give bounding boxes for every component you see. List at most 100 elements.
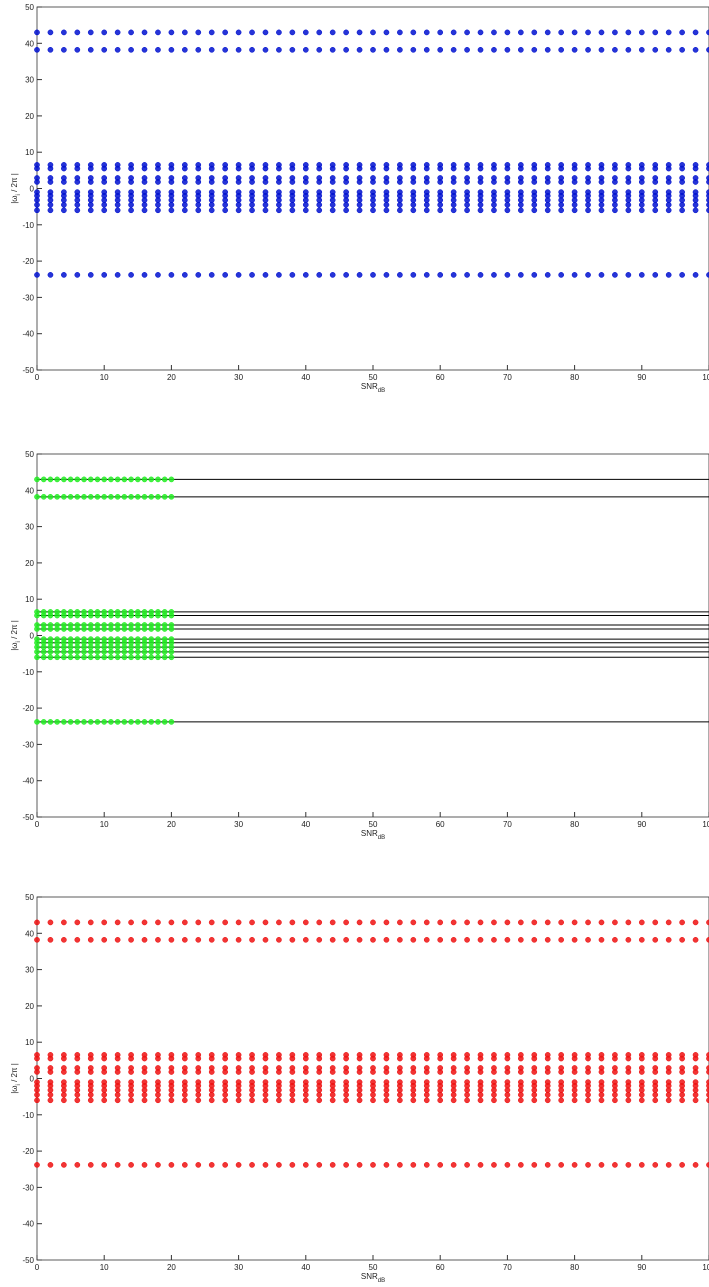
point bbox=[302, 919, 309, 926]
point bbox=[168, 654, 175, 661]
x-tick-label: 0 bbox=[35, 1263, 40, 1272]
point bbox=[222, 1055, 229, 1062]
point bbox=[141, 626, 148, 632]
point bbox=[370, 29, 376, 36]
point bbox=[222, 207, 229, 214]
point bbox=[316, 919, 323, 926]
point bbox=[517, 272, 524, 278]
point bbox=[517, 919, 524, 926]
x-label-text: SNR bbox=[361, 382, 378, 391]
point bbox=[34, 1055, 40, 1062]
point bbox=[316, 936, 323, 943]
point bbox=[195, 29, 202, 36]
point bbox=[181, 1055, 188, 1062]
point bbox=[652, 207, 659, 214]
point bbox=[383, 207, 390, 214]
point bbox=[706, 936, 709, 943]
point bbox=[61, 1087, 67, 1093]
point bbox=[625, 1097, 632, 1104]
point bbox=[134, 719, 141, 725]
point bbox=[208, 201, 215, 208]
point bbox=[638, 1097, 645, 1104]
point bbox=[155, 179, 161, 185]
point bbox=[544, 46, 551, 53]
point bbox=[491, 46, 497, 53]
point bbox=[692, 1087, 699, 1093]
point bbox=[356, 201, 363, 208]
point bbox=[289, 1055, 296, 1062]
point bbox=[155, 1069, 161, 1075]
point bbox=[195, 179, 202, 185]
point bbox=[141, 29, 148, 36]
point bbox=[450, 1162, 457, 1168]
point bbox=[222, 201, 229, 208]
point bbox=[81, 612, 87, 619]
point bbox=[571, 207, 578, 214]
point bbox=[114, 644, 121, 650]
point bbox=[249, 1091, 255, 1098]
point bbox=[262, 1055, 269, 1062]
point bbox=[34, 919, 40, 926]
point bbox=[289, 1069, 296, 1075]
point bbox=[128, 626, 134, 632]
point bbox=[665, 1055, 672, 1062]
point bbox=[195, 1162, 202, 1168]
point bbox=[61, 201, 67, 208]
point bbox=[141, 719, 148, 725]
point bbox=[625, 1069, 632, 1075]
point bbox=[61, 197, 67, 203]
point bbox=[155, 29, 161, 36]
point bbox=[598, 919, 605, 926]
point bbox=[67, 476, 74, 483]
point bbox=[235, 1087, 242, 1093]
point bbox=[141, 1069, 148, 1075]
point bbox=[625, 919, 632, 926]
y-label-rest: / 2π | bbox=[10, 173, 19, 194]
point bbox=[101, 46, 108, 53]
point bbox=[87, 493, 94, 500]
x-tick-label: 30 bbox=[234, 820, 243, 829]
point bbox=[67, 493, 74, 500]
point bbox=[74, 201, 81, 208]
point bbox=[504, 1087, 511, 1093]
point bbox=[450, 179, 457, 185]
point bbox=[289, 165, 296, 172]
point bbox=[679, 272, 685, 278]
point bbox=[121, 493, 128, 500]
point bbox=[652, 1055, 659, 1062]
point bbox=[625, 1162, 632, 1168]
y-tick-label: 50 bbox=[25, 893, 34, 902]
point bbox=[612, 1055, 618, 1062]
point bbox=[544, 29, 551, 36]
point bbox=[74, 165, 81, 172]
point bbox=[504, 936, 511, 943]
point bbox=[437, 272, 444, 278]
point bbox=[54, 626, 61, 632]
point bbox=[141, 936, 148, 943]
point bbox=[108, 626, 114, 632]
point bbox=[141, 201, 148, 208]
point bbox=[571, 1055, 578, 1062]
point bbox=[121, 654, 128, 661]
point bbox=[652, 1097, 659, 1104]
point bbox=[262, 936, 269, 943]
point bbox=[706, 919, 709, 926]
point bbox=[410, 165, 417, 172]
point bbox=[54, 654, 61, 661]
point bbox=[612, 1087, 618, 1093]
point bbox=[316, 29, 323, 36]
point bbox=[87, 476, 94, 483]
point bbox=[464, 29, 470, 36]
point bbox=[437, 1162, 444, 1168]
point bbox=[262, 207, 269, 214]
point bbox=[517, 1091, 524, 1098]
point bbox=[652, 46, 659, 53]
point bbox=[54, 719, 61, 725]
point bbox=[235, 165, 242, 172]
point bbox=[208, 936, 215, 943]
point bbox=[101, 1097, 108, 1104]
point bbox=[195, 1055, 202, 1062]
point bbox=[289, 936, 296, 943]
point bbox=[665, 272, 672, 278]
y-label-sub: i bbox=[16, 1084, 22, 1085]
